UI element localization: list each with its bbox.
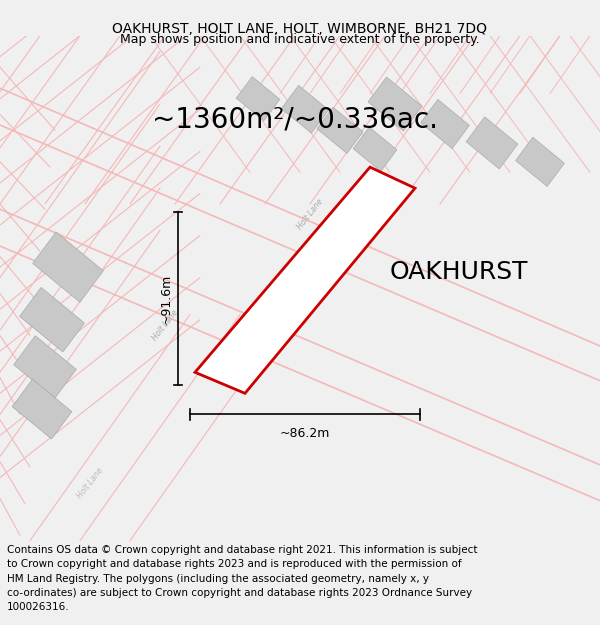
- Text: ~91.6m: ~91.6m: [160, 274, 173, 324]
- Polygon shape: [368, 77, 422, 131]
- Text: ~1360m²/~0.336ac.: ~1360m²/~0.336ac.: [152, 106, 438, 134]
- Polygon shape: [32, 232, 103, 302]
- Text: OAKHURST, HOLT LANE, HOLT, WIMBORNE, BH21 7DQ: OAKHURST, HOLT LANE, HOLT, WIMBORNE, BH2…: [113, 22, 487, 36]
- Polygon shape: [12, 379, 72, 439]
- Polygon shape: [466, 117, 518, 169]
- Polygon shape: [281, 86, 329, 133]
- Text: OAKHURST: OAKHURST: [390, 261, 529, 284]
- Polygon shape: [236, 77, 280, 121]
- Polygon shape: [353, 127, 397, 171]
- Text: Contains OS data © Crown copyright and database right 2021. This information is : Contains OS data © Crown copyright and d…: [7, 545, 478, 555]
- Text: HM Land Registry. The polygons (including the associated geometry, namely x, y: HM Land Registry. The polygons (includin…: [7, 574, 429, 584]
- Polygon shape: [317, 107, 363, 153]
- Polygon shape: [20, 288, 85, 352]
- Polygon shape: [14, 336, 76, 398]
- Polygon shape: [421, 99, 469, 149]
- Polygon shape: [515, 138, 565, 186]
- Text: Holt Lane: Holt Lane: [150, 308, 180, 342]
- Text: Holt Lane: Holt Lane: [295, 198, 325, 232]
- Text: to Crown copyright and database rights 2023 and is reproduced with the permissio: to Crown copyright and database rights 2…: [7, 559, 462, 569]
- Text: co-ordinates) are subject to Crown copyright and database rights 2023 Ordnance S: co-ordinates) are subject to Crown copyr…: [7, 588, 472, 598]
- Text: Map shows position and indicative extent of the property.: Map shows position and indicative extent…: [120, 32, 480, 46]
- Text: 100026316.: 100026316.: [7, 602, 70, 612]
- Text: Holt Lane: Holt Lane: [75, 466, 105, 500]
- Polygon shape: [195, 167, 415, 393]
- Text: ~86.2m: ~86.2m: [280, 427, 330, 440]
